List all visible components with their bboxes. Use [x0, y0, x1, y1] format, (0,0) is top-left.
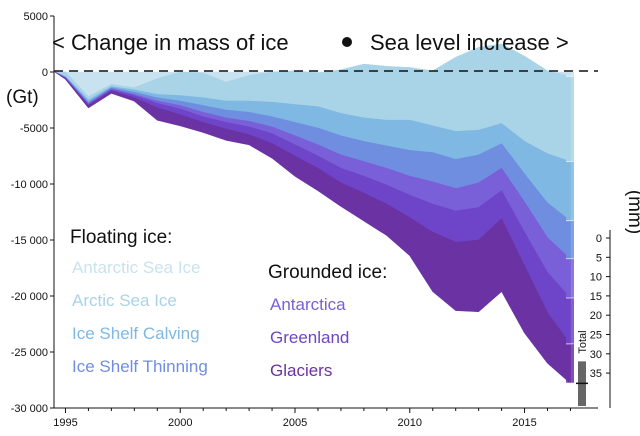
- legend-item-ice-shelf-thinning: Ice Shelf Thinning: [72, 357, 208, 376]
- y-tick-label: -5000: [20, 123, 48, 135]
- mm-tick-label: 10: [590, 272, 602, 284]
- mm-tick-label: 35: [590, 368, 602, 380]
- total-label: Total: [577, 330, 589, 353]
- y-tick-label: -30 000: [11, 403, 48, 415]
- legend-item-antarctic-sea-ice: Antarctic Sea Ice: [72, 258, 201, 277]
- plot-frame: [53, 16, 598, 409]
- mm-tick-label: 20: [590, 310, 602, 322]
- mm-tick-label: 0: [596, 233, 602, 245]
- marker-arctic-sea-ice: [566, 76, 574, 162]
- right-bar-markers: [566, 72, 588, 406]
- legend-item-ice-shelf-calving: Ice Shelf Calving: [72, 324, 200, 343]
- x-tick-label: 1995: [53, 417, 77, 429]
- y-axis-label: (Gt): [6, 87, 39, 108]
- y-tick-label: -20 000: [11, 291, 48, 303]
- legend-floating-header: Floating ice:: [70, 227, 172, 248]
- axis-ticks: 5000 0 -5000 -10 000 -15 000 -20 000 -25 000 -3…: [11, 11, 611, 429]
- x-tick-label: 2015: [512, 417, 536, 429]
- x-tick-label: 2000: [168, 417, 192, 429]
- marker-glaciers: [566, 344, 574, 384]
- x-tick-label: 2005: [283, 417, 307, 429]
- mm-tick-label: 5: [596, 252, 602, 264]
- legend-item-glaciers: Glaciers: [270, 361, 332, 380]
- y-tick-label: -10 000: [11, 179, 48, 191]
- bullet-icon: [342, 37, 352, 47]
- legend-item-antarctica: Antarctica: [270, 295, 346, 314]
- legend-grounded-header: Grounded ice:: [268, 262, 387, 283]
- chart-title-left: < Change in mass of ice: [52, 30, 289, 55]
- marker-antarctic-sea-ice: [566, 72, 574, 77]
- y-tick-label: 5000: [24, 11, 48, 23]
- marker-greenland: [566, 298, 574, 345]
- marker-ice-shelf-thinning: [566, 220, 574, 260]
- marker-ice-shelf-calving: [566, 161, 574, 221]
- legend-item-greenland: Greenland: [270, 328, 349, 347]
- y-tick-label: -15 000: [11, 235, 48, 247]
- y-tick-label: 0: [42, 67, 48, 79]
- right-axis-label: (mm): [624, 190, 640, 234]
- mm-tick-label: 15: [590, 291, 602, 303]
- chart-title-right: Sea level increase >: [370, 30, 569, 55]
- y-tick-label: -25 000: [11, 347, 48, 359]
- mm-tick-label: 25: [590, 330, 602, 342]
- marker-antarctica: [566, 259, 574, 299]
- mm-tick-label: 30: [590, 349, 602, 361]
- legend-item-arctic-sea-ice: Arctic Sea Ice: [72, 291, 177, 310]
- x-tick-label: 2010: [398, 417, 422, 429]
